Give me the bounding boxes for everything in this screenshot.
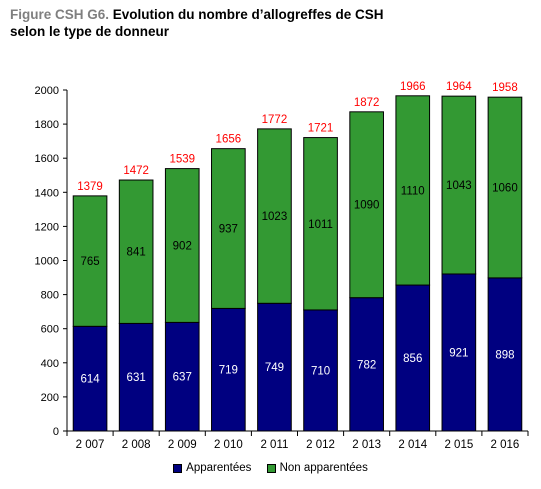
total-label: 1656 — [216, 134, 242, 146]
bar-non-apparentees — [257, 128, 292, 304]
x-tick-label: 2 010 — [214, 439, 243, 451]
data-label-non-apparentees: 841 — [127, 247, 146, 259]
bar-non-apparentees — [303, 137, 338, 311]
x-tick-label: 2 008 — [122, 439, 151, 451]
legend-swatch-apparentees — [173, 463, 183, 473]
bar-apparentees — [349, 297, 384, 432]
data-label-non-apparentees: 1090 — [354, 200, 380, 212]
bar-apparentees — [118, 322, 154, 432]
bar-non-apparentees — [164, 168, 200, 323]
bar-non-apparentees — [487, 96, 523, 279]
bar-apparentees — [303, 309, 338, 432]
y-tick-label: 2000 — [35, 85, 59, 97]
bar-apparentees — [211, 307, 246, 432]
y-tick-label: 600 — [41, 324, 59, 336]
total-label: 1966 — [400, 81, 426, 93]
y-tick-label: 1600 — [35, 153, 59, 165]
x-tick-label: 2 012 — [306, 439, 335, 451]
title-line-1: Evolution du nombre d’allogreffes de CSH — [109, 7, 384, 22]
bar-non-apparentees — [72, 195, 108, 327]
y-tick-label: 400 — [41, 358, 59, 370]
legend-label-apparentees: Apparentées — [186, 462, 252, 474]
data-label-apparentees: 631 — [127, 372, 146, 384]
total-label: 1379 — [77, 181, 103, 193]
bar-apparentees — [164, 321, 200, 432]
bar-non-apparentees — [211, 148, 246, 309]
figure-number: Figure CSH G6. — [10, 7, 110, 22]
x-tick-label: 2 009 — [168, 439, 197, 451]
data-label-apparentees: 749 — [265, 362, 284, 374]
y-tick-label: 1000 — [35, 256, 59, 268]
title-line-2: selon le type de donneur — [10, 24, 170, 39]
data-label-non-apparentees: 937 — [219, 224, 238, 236]
legend-swatch-non-apparentees — [266, 463, 276, 473]
bar-apparentees — [257, 302, 292, 432]
data-label-apparentees: 782 — [357, 359, 376, 371]
y-tick-label: 0 — [53, 426, 59, 438]
bar-non-apparentees — [349, 111, 384, 299]
legend-item-apparentees: Apparentées — [173, 462, 251, 474]
legend-item-non-apparentees: Non apparentées — [266, 462, 368, 474]
total-label: 1472 — [123, 165, 149, 177]
data-label-apparentees: 710 — [311, 365, 330, 377]
y-tick-label: 1800 — [35, 119, 59, 131]
legend: Apparentées Non apparentées — [0, 462, 541, 476]
y-tick-label: 1400 — [35, 187, 59, 199]
total-label: 1772 — [262, 114, 288, 126]
data-label-apparentees: 921 — [449, 347, 468, 359]
data-label-apparentees: 856 — [403, 353, 422, 365]
data-label-apparentees: 637 — [173, 372, 192, 384]
legend-label-non-apparentees: Non apparentées — [279, 462, 368, 474]
data-label-non-apparentees: 902 — [173, 240, 192, 252]
y-tick-label: 200 — [41, 392, 59, 404]
x-tick-label: 2 013 — [352, 439, 381, 451]
y-tick-label: 1200 — [35, 221, 59, 233]
x-tick-label: 2 014 — [398, 439, 427, 451]
data-label-apparentees: 719 — [219, 365, 238, 377]
data-label-non-apparentees: 765 — [80, 256, 99, 268]
x-tick-label: 2 016 — [491, 439, 520, 451]
bar-non-apparentees — [441, 95, 477, 275]
data-label-non-apparentees: 1043 — [446, 180, 472, 192]
bar-non-apparentees — [395, 95, 431, 286]
total-label: 1539 — [169, 154, 195, 166]
chart-title: Figure CSH G6. Evolution du nombre d’all… — [10, 6, 384, 40]
x-tick-label: 2 015 — [444, 439, 473, 451]
total-label: 1721 — [308, 123, 334, 135]
data-label-non-apparentees: 1011 — [308, 219, 333, 231]
data-label-apparentees: 898 — [495, 349, 514, 361]
y-tick-label: 800 — [41, 290, 59, 302]
data-label-apparentees: 614 — [80, 374, 100, 386]
x-tick-label: 2 011 — [260, 439, 288, 451]
data-label-non-apparentees: 1110 — [401, 185, 425, 197]
total-label: 1964 — [446, 81, 472, 93]
bar-apparentees — [72, 325, 108, 432]
data-label-non-apparentees: 1060 — [492, 183, 518, 195]
x-tick-label: 2 007 — [76, 439, 105, 451]
bar-non-apparentees — [118, 179, 154, 324]
data-label-non-apparentees: 1023 — [262, 211, 288, 223]
total-label: 1958 — [492, 82, 518, 94]
total-label: 1872 — [354, 97, 380, 109]
